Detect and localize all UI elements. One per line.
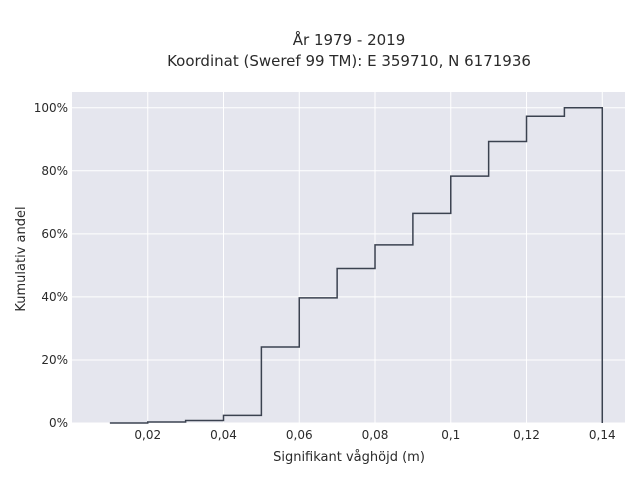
x-tick-label: 0,04 [210,428,237,442]
x-tick-label: 0,02 [134,428,161,442]
y-axis-ticks: 0% 20% 40% 60% 80% 100% [34,101,68,430]
x-tick-label: 0,14 [589,428,616,442]
y-tick-label: 20% [41,353,68,367]
grid-lines [72,92,625,424]
y-tick-label: 80% [41,164,68,178]
chart-title-line2: Koordinat (Sweref 99 TM): E 359710, N 61… [167,52,531,70]
x-axis-ticks: 0,02 0,04 0,06 0,08 0,1 0,12 0,14 [134,428,615,442]
x-tick-label: 0,08 [362,428,389,442]
x-axis-title: Signifikant våghöjd (m) [273,450,425,465]
x-tick-label: 0,06 [286,428,313,442]
y-tick-label: 100% [34,101,68,115]
y-axis-title: Kumulativ andel [14,206,29,311]
x-tick-label: 0,1 [441,428,460,442]
chart-title-line1: År 1979 - 2019 [293,30,406,49]
y-tick-label: 0% [49,416,68,430]
plot-area [72,92,625,423]
y-tick-label: 60% [41,227,68,241]
cumulative-step-line [109,107,604,424]
y-tick-label: 40% [41,290,68,304]
x-tick-label: 0,12 [513,428,540,442]
